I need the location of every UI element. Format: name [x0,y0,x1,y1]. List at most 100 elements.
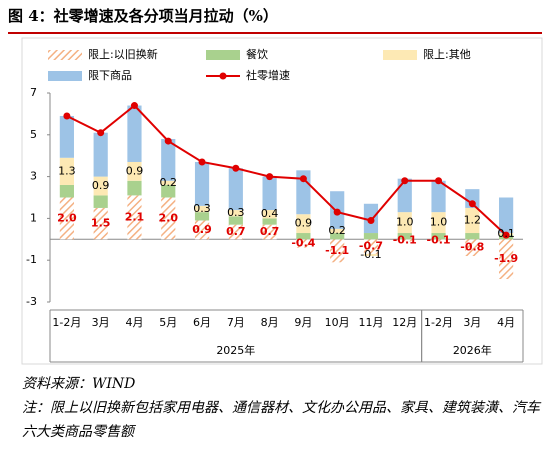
bar-segment [397,239,412,242]
bar-segment [93,176,108,196]
bar-segment [465,239,480,257]
bar-segment [161,138,176,181]
x-tick-label: 3月 [463,316,481,329]
bar-segment [465,233,480,240]
bar-segment [161,180,176,185]
legend-swatch [383,50,417,60]
group-label: 2026年 [453,343,492,357]
data-label: 0.9 [126,164,144,177]
y-tick-label: -1 [26,253,37,266]
data-label: 1.3 [58,164,76,177]
chart: 图 4：社零增速及各分项当月拉动（%） -3 -1 1 3 5 7 1-2月 3月 4月 5月 6月… [8,7,543,365]
bar-segment [228,216,243,225]
data-label: 2.0 [159,211,179,224]
bar-segment [296,214,311,234]
x-tick-label: 11月 [358,316,383,329]
bar-segment [161,184,176,198]
data-label: -0.4 [291,236,315,249]
data-label: 1.0 [396,216,414,229]
x-tick-label: 9月 [294,316,312,329]
x-tick-label: 4月 [125,316,143,329]
bar-segment [262,218,277,225]
x-tick-label: 5月 [159,316,177,329]
data-label: 0.9 [92,179,110,192]
line-series [66,104,507,236]
y-tick-label: 7 [30,86,37,99]
bar-segment [262,224,277,240]
bar-segment [296,239,311,248]
bar-segment [330,233,345,240]
data-label: 0.2 [328,224,346,237]
bar-segment [431,233,446,240]
legend-swatch [206,50,240,60]
bar-segment [262,176,277,211]
bar-segment [363,239,379,254]
bar-segment [228,168,243,211]
data-label: 0.7 [260,225,280,238]
group-label: 2025年 [216,343,255,357]
data-label: -0.1 [393,233,417,246]
x-tick-label: 4月 [497,316,515,329]
data-label: 0.1 [497,227,515,240]
line-marker [164,137,172,145]
bar-segment [262,210,277,219]
y-tick-label: 5 [30,128,37,141]
x-tick-label: 3月 [92,316,110,329]
x-tick-label: 12月 [392,316,417,329]
chart-title: 图 4：社零增速及各分项当月拉动（%） [8,7,278,25]
source: 资料来源：WIND [22,376,136,392]
data-label: 0.4 [261,207,279,220]
y-tick-label: -3 [26,295,37,308]
data-label: 2.0 [57,211,77,224]
legend-label: 社零增速 [246,68,290,82]
bar-segment [59,115,74,158]
bar-segment [127,180,142,196]
line-marker [130,102,138,110]
bar-segment [161,197,176,240]
x-tick-label: 1-2月 [52,316,81,329]
bar-segment [397,178,412,213]
bar-segment [228,210,243,217]
data-label: -0.7 [359,240,383,253]
bar-segment [397,233,412,240]
bar-segment [296,233,311,240]
x-tick-label: 1-2月 [424,316,453,329]
data-label: 0.9 [192,223,212,236]
data-label: -0.8 [460,241,484,254]
data-label: 0.3 [193,202,211,215]
legend-label: 餐饮 [246,47,268,61]
line-marker [333,208,341,216]
legend-label: 限上:以旧换新 [88,47,158,61]
line-marker [468,200,476,208]
line-marker [435,177,443,185]
data-label: -0.1 [427,233,451,246]
bar-segment [499,197,514,234]
line-marker [502,231,510,239]
bar-segment [194,220,210,240]
y-tick-label: 1 [30,211,37,224]
x-tick-label: 7月 [227,316,245,329]
bar-segment [59,157,74,185]
bar-segment [127,105,142,162]
line-marker [63,112,71,120]
bar-segment [194,161,210,206]
data-label: -1.9 [494,252,518,265]
bar-segment [228,224,243,240]
x-tick-label: 6月 [193,316,211,329]
bar-segment [363,233,379,240]
bar-segment [397,212,412,234]
bar-segment [59,197,74,240]
bar-segment [330,228,345,234]
bar-segment [499,239,514,280]
bar-segment [59,184,74,198]
y-tick-label: 3 [30,170,37,183]
line-marker [232,164,240,172]
data-label: 0.3 [227,206,245,219]
bar-segment [465,207,480,234]
legend-marker [219,72,227,80]
line-marker [97,129,105,137]
data-label: 2.1 [125,210,145,223]
data-label: 0.2 [160,176,178,189]
note: 注：限上以旧换新包括家用电器、通信器材、文化办公用品、家具、建筑装潢、汽车六大类… [22,400,540,440]
